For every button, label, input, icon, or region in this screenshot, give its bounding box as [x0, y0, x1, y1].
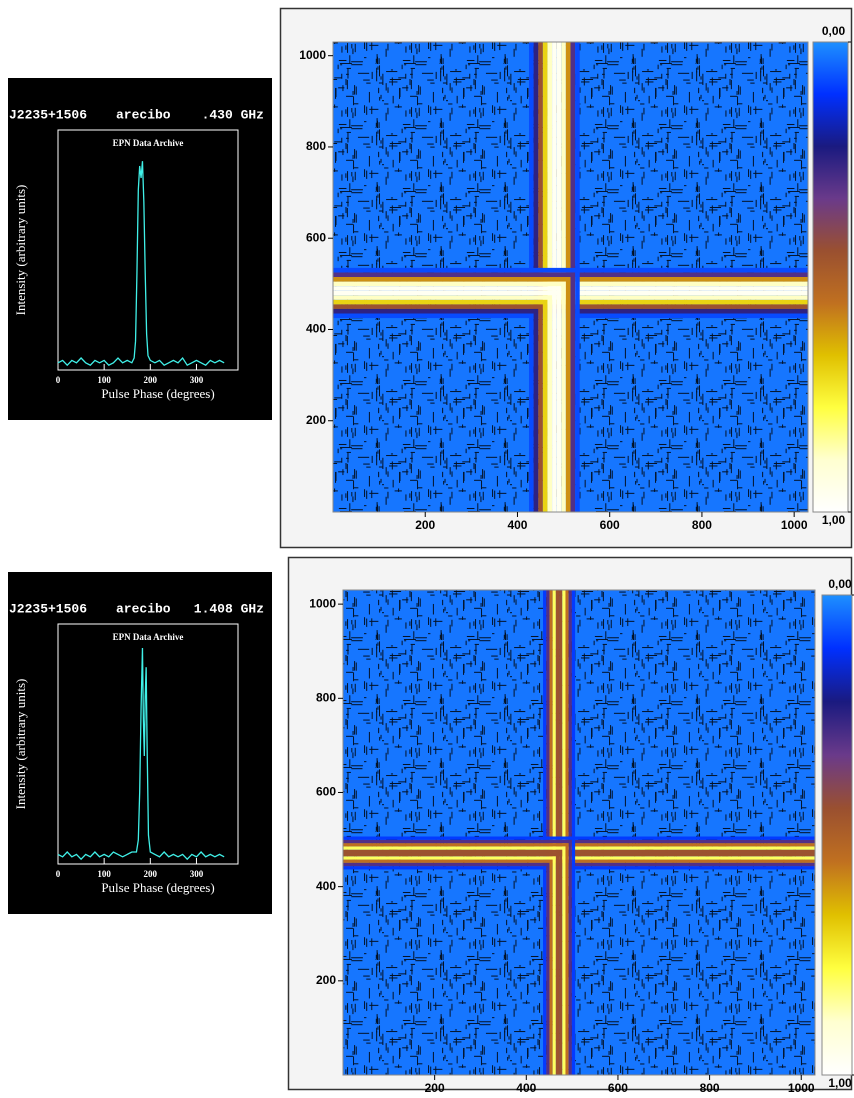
band-horizontal: [343, 846, 815, 850]
band-horizontal: [343, 839, 815, 844]
profile-panel: [8, 78, 272, 420]
x-tick-label: 600: [608, 1081, 628, 1093]
x-tick-label: 300: [190, 869, 204, 879]
band-vertical: [552, 590, 556, 1075]
x-tick-label: 100: [97, 375, 111, 385]
x-axis-label: Pulse Phase (degrees): [101, 386, 214, 401]
y-tick-label: 1000: [299, 48, 326, 62]
x-tick-label: 400: [516, 1081, 536, 1093]
x-tick-label: 1000: [788, 1081, 815, 1093]
band-vertical: [575, 42, 580, 512]
band-vertical: [565, 590, 569, 1075]
band-horizontal: [343, 866, 815, 870]
x-tick-label: 200: [144, 869, 158, 879]
band-horizontal: [343, 852, 815, 857]
x-tick-label: 800: [700, 1081, 720, 1093]
band-horizontal: [343, 862, 815, 867]
band-horizontal: [343, 859, 815, 863]
colorbar-label: 1,00: [822, 513, 846, 527]
x-tick-label: 200: [425, 1081, 445, 1093]
plot-border: [342, 589, 816, 1076]
profile-line: [57, 161, 225, 367]
colorbar: [812, 41, 849, 513]
x-tick-label: 100: [97, 869, 111, 879]
x-tick-label: 600: [600, 518, 620, 532]
band-vertical: [549, 590, 553, 1075]
band-vertical: [543, 590, 547, 1075]
band-vertical: [559, 590, 563, 1075]
archive-label: EPN Data Archive: [113, 632, 184, 642]
y-tick-label: 400: [316, 879, 336, 893]
y-axis-label: Intensity (arbitrary units): [13, 185, 28, 316]
y-tick-label: 200: [316, 973, 336, 987]
x-tick-label: 0: [56, 869, 61, 879]
x-tick-label: 400: [507, 518, 527, 532]
y-tick-label: 600: [306, 230, 326, 244]
band-vertical: [562, 590, 566, 1075]
band-horizontal: [343, 856, 815, 860]
frequency: 1.408 GHz: [194, 601, 264, 616]
x-axis-label: Pulse Phase (degrees): [101, 880, 214, 895]
y-tick-label: 800: [316, 690, 336, 704]
telescope: arecibo: [116, 601, 171, 616]
x-tick-label: 800: [692, 518, 712, 532]
band-vertical: [568, 590, 572, 1075]
x-tick-label: 200: [144, 375, 158, 385]
y-tick-label: 1000: [309, 596, 336, 610]
band-horizontal: [343, 849, 815, 853]
plot-border: [332, 41, 809, 513]
colorbar: [821, 594, 853, 1076]
band-vertical: [546, 590, 550, 1075]
recurrence-texture: [343, 590, 815, 1075]
plot-frame: [57, 623, 239, 865]
colorbar-label: 1,00: [828, 1076, 852, 1090]
band-horizontal: [343, 843, 815, 847]
y-tick-label: 200: [306, 413, 326, 427]
x-tick-label: 300: [190, 375, 204, 385]
band-horizontal: [333, 267, 808, 273]
archive-label: EPN Data Archive: [113, 138, 184, 148]
frequency: .430 GHz: [202, 107, 264, 122]
telescope: arecibo: [116, 107, 171, 122]
y-tick-label: 800: [306, 139, 326, 153]
colorbar-label: 0,00: [828, 577, 852, 591]
pulsar-name: J2235+1506: [9, 601, 87, 616]
x-tick-label: 200: [415, 518, 435, 532]
y-axis-label: Intensity (arbitrary units): [13, 679, 28, 810]
colorbar-label: 0,00: [822, 24, 846, 38]
pulsar-name: J2235+1506: [9, 107, 87, 122]
profile-line: [57, 647, 225, 861]
plot-frame: [57, 129, 239, 371]
x-tick-label: 1000: [781, 518, 808, 532]
y-tick-label: 600: [316, 785, 336, 799]
band-horizontal: [343, 836, 815, 840]
band-vertical: [555, 590, 560, 1075]
x-tick-label: 0: [56, 375, 61, 385]
band-horizontal: [333, 272, 808, 277]
y-tick-label: 400: [306, 322, 326, 336]
band-vertical: [571, 590, 576, 1075]
